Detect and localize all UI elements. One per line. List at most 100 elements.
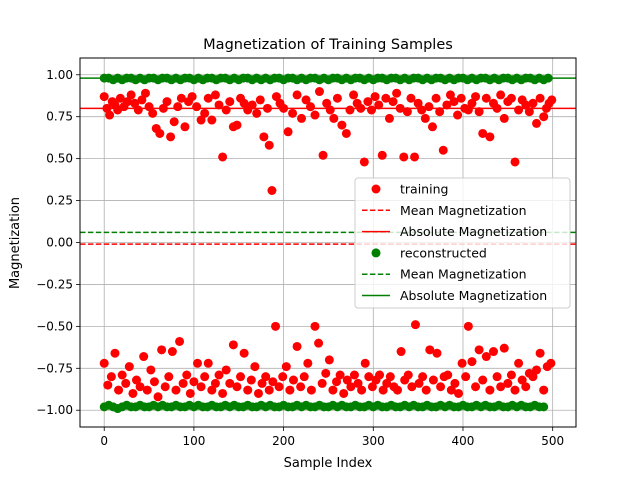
scatter-point (463, 105, 473, 115)
scatter-point (481, 93, 491, 103)
chart-title: Magnetization of Training Samples (203, 37, 453, 53)
x-tick-label: 300 (362, 434, 385, 448)
legend-label: training (400, 182, 448, 197)
x-axis-label: Sample Index (284, 456, 373, 471)
scatter-point (103, 380, 113, 390)
scatter-point (374, 100, 384, 110)
scatter-point (126, 90, 136, 100)
scatter-point (414, 378, 424, 388)
data-points (99, 73, 557, 414)
scatter-point (528, 98, 538, 108)
scatter-point (442, 100, 452, 110)
scatter-point (503, 378, 513, 388)
scatter-point (463, 321, 473, 331)
scatter-point (157, 345, 167, 355)
scatter-point (424, 102, 434, 112)
scatter-point (407, 382, 417, 392)
scatter-point (328, 385, 338, 395)
scatter-point (431, 93, 441, 103)
scatter-point (535, 93, 545, 103)
scatter-point (481, 352, 491, 362)
scatter-point (274, 382, 284, 392)
scatter-point (176, 93, 186, 103)
scatter-point (259, 132, 269, 142)
y-tick-label: 1.00 (46, 68, 73, 82)
scatter-point (110, 348, 120, 358)
scatter-point (454, 388, 464, 398)
scatter-point (297, 113, 307, 123)
scatter-point (367, 105, 377, 115)
scatter-point (299, 372, 309, 382)
scatter-point (158, 103, 168, 113)
x-axis-ticks: 0 100 200 300 400 500 (100, 427, 564, 448)
scatter-point (139, 352, 149, 362)
scatter-point (510, 385, 520, 395)
scatter-point (130, 98, 140, 108)
scatter-point (506, 370, 516, 380)
scatter-point (450, 378, 460, 388)
scatter-point (142, 385, 152, 395)
scatter-point (471, 382, 481, 392)
scatter-point (395, 103, 405, 113)
scatter-point (445, 90, 455, 100)
scatter-point (288, 375, 298, 385)
scatter-point (173, 102, 183, 112)
scatter-point (146, 365, 156, 375)
scatter-point (461, 372, 471, 382)
scatter-point (547, 95, 557, 105)
scatter-point (182, 370, 192, 380)
x-tick-label: 500 (541, 434, 564, 448)
scatter-point (425, 345, 435, 355)
scatter-point (325, 105, 335, 115)
scatter-point (539, 385, 549, 395)
scatter-point (420, 113, 430, 123)
scatter-point (363, 97, 373, 107)
scatter-point (410, 152, 420, 162)
scatter-point (317, 378, 327, 388)
scatter-point (99, 358, 109, 368)
scatter-point (364, 372, 374, 382)
scatter-point (169, 117, 179, 127)
scatter-point (236, 372, 246, 382)
scatter-point (532, 118, 542, 128)
scatter-point (524, 107, 534, 117)
legend-frame (354, 177, 571, 309)
scatter-point (178, 378, 188, 388)
scatter-point (492, 103, 502, 113)
scatter-point (207, 385, 217, 395)
legend-marker (371, 184, 381, 194)
scatter-point (418, 372, 428, 382)
scatter-point (413, 98, 423, 108)
scatter-point (115, 93, 125, 103)
legend-label: Mean Magnetization (400, 203, 527, 218)
scatter-point (200, 108, 210, 118)
scatter-point (403, 370, 413, 380)
scatter-point (506, 93, 516, 103)
scatter-point (306, 385, 316, 395)
scatter-point (128, 388, 138, 398)
scatter-point (180, 122, 190, 132)
scatter-point (322, 98, 332, 108)
scatter-point (388, 97, 398, 107)
scatter-point (384, 113, 394, 123)
scatter-point (496, 382, 506, 392)
scatter-point (132, 375, 142, 385)
scatter-point (410, 320, 420, 330)
scatter-point (239, 98, 249, 108)
scatter-point (221, 365, 231, 375)
legend-label: Absolute Magnetization (400, 288, 547, 303)
scatter-point (243, 385, 253, 395)
scatter-point (359, 157, 369, 167)
scatter-point (367, 382, 377, 392)
scatter-point (164, 372, 174, 382)
scatter-point (189, 377, 199, 387)
scatter-point (207, 115, 217, 125)
x-tick-label: 400 (452, 434, 475, 448)
scatter-point (296, 382, 306, 392)
scatter-point (428, 375, 438, 385)
scatter-point (539, 112, 549, 122)
scatter-point (377, 150, 387, 160)
scatter-point (148, 108, 158, 118)
scatter-point (124, 362, 134, 372)
scatter-point (332, 377, 342, 387)
